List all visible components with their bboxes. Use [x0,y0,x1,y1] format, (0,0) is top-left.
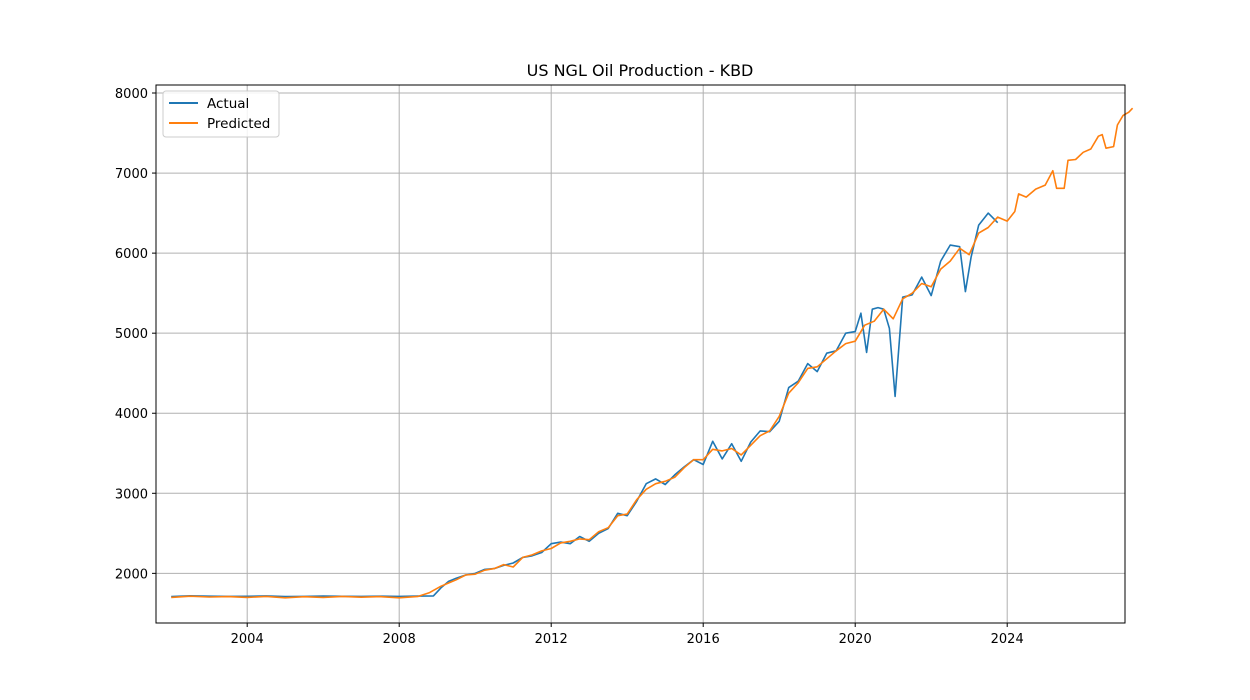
y-axis: 2000 3000 4000 5000 6000 7000 8000 [115,87,156,582]
y-tick-label: 4000 [115,407,148,422]
y-tick-label: 8000 [115,87,148,102]
plot-frame [155,84,1126,624]
y-tick-label: 6000 [115,247,148,262]
x-tick-label: 2016 [687,632,720,647]
legend-label-actual: Actual [207,96,249,112]
x-tick-label: 2004 [231,632,264,647]
x-axis: 2004 2008 2012 2016 2020 2024 [231,623,1024,647]
series-lines [171,107,1134,599]
x-tick-label: 2024 [991,632,1024,647]
y-tick-label: 2000 [115,567,148,582]
legend: Actual Predicted [162,90,280,138]
x-tick-label: 2020 [839,632,872,647]
chart-title: US NGL Oil Production - KBD [527,61,754,80]
legend-label-predicted: Predicted [207,116,270,132]
y-tick-label: 5000 [115,327,148,342]
x-tick-label: 2008 [383,632,416,647]
y-tick-label: 7000 [115,167,148,182]
y-tick-label: 3000 [115,487,148,502]
grid [156,85,1125,623]
series-line-predicted [171,107,1134,599]
x-tick-label: 2012 [535,632,568,647]
